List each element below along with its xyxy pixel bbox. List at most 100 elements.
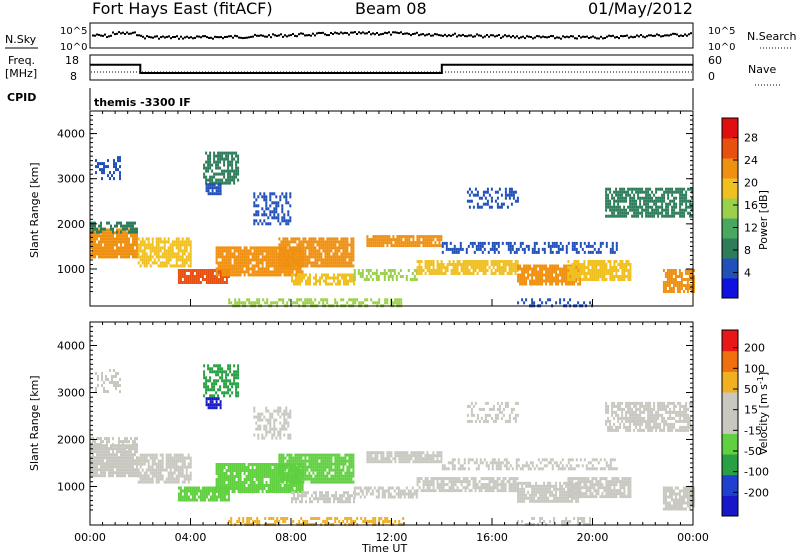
power-cell [655, 199, 658, 203]
power-cell [205, 186, 208, 190]
power-cell [690, 275, 693, 278]
power-cell [145, 252, 148, 256]
velocity-cell [112, 443, 114, 447]
power-cell [668, 284, 671, 287]
velocity-cell [211, 388, 214, 392]
velocity-cell [189, 486, 192, 490]
power-cell [104, 246, 106, 250]
velocity-cell [273, 463, 276, 466]
power-cell [219, 264, 222, 268]
power-cell [393, 272, 396, 275]
power-cell [263, 192, 266, 196]
velocity-cell [185, 474, 188, 478]
power-cell [271, 192, 274, 196]
power-cell [649, 214, 652, 218]
power-cell [262, 298, 265, 302]
power-cell [671, 193, 674, 197]
power-cell [350, 240, 353, 244]
power-cell [326, 255, 329, 259]
power-cell [316, 252, 319, 256]
power-cell [501, 241, 504, 245]
power-cell [157, 237, 160, 241]
power-cell [680, 272, 683, 275]
power-cell [350, 255, 353, 259]
velocity-cell [94, 450, 96, 454]
velocity-cell [287, 484, 290, 487]
power-cell [621, 187, 624, 191]
power-cell [185, 243, 188, 247]
power-cell [336, 252, 339, 256]
power-cell [665, 187, 668, 191]
power-cell [324, 261, 327, 265]
power-cell [424, 235, 427, 239]
nsearch-tick-top: 10^5 [708, 26, 735, 37]
power-cell [430, 238, 433, 242]
power-cell [284, 252, 287, 256]
power-cell [175, 261, 178, 265]
power-cell [476, 193, 479, 197]
power-cell [440, 269, 443, 272]
power-cell [265, 261, 268, 265]
power-cell [569, 266, 572, 269]
power-cell [290, 255, 293, 259]
velocity-cell [233, 382, 236, 386]
power-cell [490, 196, 493, 200]
velocity-cell [109, 381, 111, 384]
power-cell [579, 282, 582, 286]
velocity-cell [165, 453, 168, 457]
power-cell [619, 260, 622, 263]
velocity-cell [122, 471, 124, 475]
power-cell [690, 287, 693, 290]
velocity-cell [281, 490, 284, 493]
power-cell [679, 208, 682, 212]
power-cell [545, 270, 548, 274]
velocity-cell [261, 463, 264, 466]
velocity-cell [225, 484, 228, 487]
velocity-cell [130, 471, 132, 475]
power-cell [280, 252, 283, 256]
velocity-cell [245, 490, 248, 493]
power-cell [163, 264, 166, 268]
nsky-point [426, 33, 428, 36]
power-cell [155, 246, 158, 250]
power-cell [310, 249, 313, 253]
power-cell [225, 246, 228, 250]
power-cell [102, 237, 104, 241]
power-cell [287, 267, 290, 271]
nsky-point [184, 36, 186, 39]
velocity-cell [197, 489, 200, 493]
power-cell [521, 267, 524, 271]
power-cell [462, 260, 465, 263]
power-cell [96, 237, 98, 241]
velocity-cell [213, 489, 216, 493]
power-cell [551, 279, 554, 283]
power-cell [124, 243, 126, 247]
velocity-cell [181, 468, 184, 472]
power-cell [145, 243, 148, 247]
power-cell [504, 260, 507, 263]
power-cell [106, 234, 108, 238]
power-cell [408, 238, 411, 242]
power-cell [601, 260, 604, 263]
velocity-cell [231, 382, 234, 386]
power-cell [675, 190, 678, 194]
power-cell [672, 278, 675, 281]
velocity-cell [205, 403, 208, 407]
power-cell [671, 211, 674, 215]
power-cell [167, 249, 170, 253]
nsky-point [214, 35, 216, 38]
power-cell [555, 282, 558, 286]
velocity-cell [179, 474, 182, 478]
power-cell [223, 261, 226, 265]
power-cell [551, 282, 554, 286]
nsky-point [388, 31, 390, 34]
power-cell [678, 284, 681, 287]
power-cell [391, 275, 394, 278]
power-cell [541, 279, 544, 283]
power-cell [292, 252, 295, 256]
power-cell [177, 275, 180, 278]
power-cell [406, 244, 409, 248]
power-cell [291, 270, 294, 274]
power-cell [676, 290, 679, 293]
power-cell [689, 205, 692, 209]
